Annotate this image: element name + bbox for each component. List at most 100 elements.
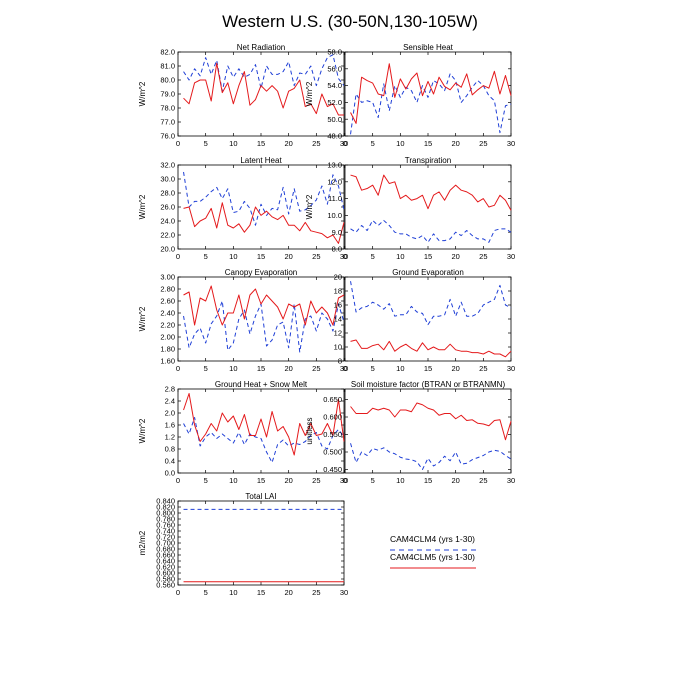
x-tick-label: 20	[451, 139, 459, 148]
y-tick-label: 0.580	[156, 575, 175, 584]
y-tick-label: 0.600	[156, 569, 175, 578]
y-tick-label: 13.0	[327, 161, 342, 170]
series-line-clm5	[350, 174, 512, 211]
y-axis-label: W/m^2	[138, 306, 147, 331]
panel-1: Net Radiation W/m^2 0 5 10 15 20 25 30 76.0 77.0 78…	[138, 43, 348, 148]
x-tick-label: 5	[204, 476, 208, 485]
x-tick-label: 15	[424, 139, 432, 148]
legend-label-clm5: CAM4CLM5 (yrs 1-30)	[390, 552, 475, 562]
panel-title: Ground Heat + Snow Melt	[215, 380, 308, 389]
x-tick-label: 10	[229, 588, 237, 597]
y-tick-label: 0.720	[156, 533, 175, 542]
panel-3: Latent Heat W/m^2 0 5 10 15 20 25 30 20.0 22.0 24.0…	[138, 156, 348, 261]
x-tick-label: 15	[424, 252, 432, 261]
plot-frame	[344, 51, 512, 137]
x-tick-label: 0	[176, 364, 180, 373]
y-axis-label: W/m^2	[305, 81, 314, 106]
y-tick-label: 3.00	[160, 273, 175, 282]
y-tick-label: 76.0	[160, 132, 175, 141]
y-tick-label: 0.640	[156, 557, 175, 566]
y-tick-label: 8	[338, 357, 342, 366]
x-tick-label: 30	[507, 252, 515, 261]
plot-frame	[177, 388, 345, 474]
x-tick-label: 5	[204, 139, 208, 148]
y-tick-label: 24.0	[160, 217, 175, 226]
panel-title: Total LAI	[245, 492, 276, 501]
x-tick-label: 30	[507, 364, 515, 373]
y-axis-label: W/m^2	[305, 194, 314, 219]
y-tick-label: 2.20	[160, 321, 175, 330]
y-tick-label: 0.8	[165, 445, 175, 454]
y-tick-label: 52.0	[327, 98, 342, 107]
x-tick-label: 10	[229, 476, 237, 485]
y-tick-label: 54.0	[327, 81, 342, 90]
series-line-clm5	[183, 202, 345, 244]
x-tick-label: 5	[204, 588, 208, 597]
y-tick-label: 1.2	[165, 433, 175, 442]
y-tick-label: 22.0	[160, 231, 175, 240]
y-tick-label: 2.8	[165, 385, 175, 394]
x-tick-label: 15	[257, 139, 265, 148]
x-tick-label: 5	[371, 252, 375, 261]
x-tick-label: 10	[396, 476, 404, 485]
y-tick-label: 78.0	[160, 104, 175, 113]
y-tick-label: 0.650	[323, 395, 342, 404]
x-tick-label: 0	[176, 588, 180, 597]
x-tick-label: 5	[371, 476, 375, 485]
figure-title: Western U.S. (30-50N,130-105W)	[222, 12, 478, 31]
series-line-clm5	[183, 62, 344, 116]
series-line-clm5	[350, 339, 512, 358]
y-tick-label: 77.0	[160, 118, 175, 127]
x-tick-label: 25	[312, 139, 320, 148]
plot-frame	[177, 276, 345, 362]
y-tick-label: 32.0	[160, 161, 175, 170]
y-tick-label: 0.0	[165, 469, 175, 478]
x-tick-label: 30	[507, 476, 515, 485]
y-tick-label: 10.0	[327, 211, 342, 220]
y-tick-label: 10	[334, 343, 342, 352]
x-tick-label: 15	[257, 588, 265, 597]
y-axis-label: W/m^2	[138, 81, 147, 106]
y-axis-label: unitless	[305, 417, 314, 444]
y-tick-label: 11.0	[328, 194, 342, 203]
panel-title: Canopy Evaporation	[225, 268, 298, 277]
plot-frame	[177, 51, 345, 137]
x-tick-label: 10	[229, 252, 237, 261]
y-tick-label: 0.4	[165, 457, 175, 466]
x-tick-label: 10	[396, 364, 404, 373]
series-line-clm4	[183, 417, 345, 463]
y-tick-label: 26.0	[160, 203, 175, 212]
y-tick-label: 8.0	[332, 245, 342, 254]
y-tick-label: 0.550	[323, 430, 342, 439]
panel-7: Ground Heat + Snow Melt W/m^2 0 5 10 15 20 25 30…	[138, 380, 348, 485]
x-tick-label: 5	[371, 364, 375, 373]
x-tick-label: 25	[312, 588, 320, 597]
y-tick-label: 2.40	[160, 309, 175, 318]
x-tick-label: 20	[451, 476, 459, 485]
y-tick-label: 1.80	[160, 345, 175, 354]
x-tick-label: 10	[396, 252, 404, 261]
x-tick-label: 20	[284, 588, 292, 597]
x-tick-label: 20	[284, 139, 292, 148]
series-line-clm5	[350, 63, 512, 124]
y-tick-label: 0.760	[156, 521, 175, 530]
x-tick-label: 0	[343, 139, 347, 148]
x-tick-label: 25	[479, 139, 487, 148]
x-tick-label: 5	[204, 252, 208, 261]
x-tick-label: 25	[479, 364, 487, 373]
y-tick-label: 20	[334, 273, 342, 282]
y-tick-label: 28.0	[160, 189, 175, 198]
y-tick-label: 50.0	[327, 115, 342, 124]
y-tick-label: 12.0	[327, 177, 342, 186]
x-tick-label: 25	[312, 364, 320, 373]
x-tick-label: 10	[229, 139, 237, 148]
x-tick-label: 15	[257, 364, 265, 373]
panel-title: Latent Heat	[240, 156, 282, 165]
x-tick-label: 20	[451, 252, 459, 261]
x-tick-label: 25	[479, 476, 487, 485]
x-tick-label: 30	[340, 364, 348, 373]
x-tick-label: 25	[479, 252, 487, 261]
y-tick-label: 0.500	[323, 448, 342, 457]
plot-frame	[344, 388, 512, 474]
legend-label-clm4: CAM4CLM4 (yrs 1-30)	[390, 534, 475, 544]
